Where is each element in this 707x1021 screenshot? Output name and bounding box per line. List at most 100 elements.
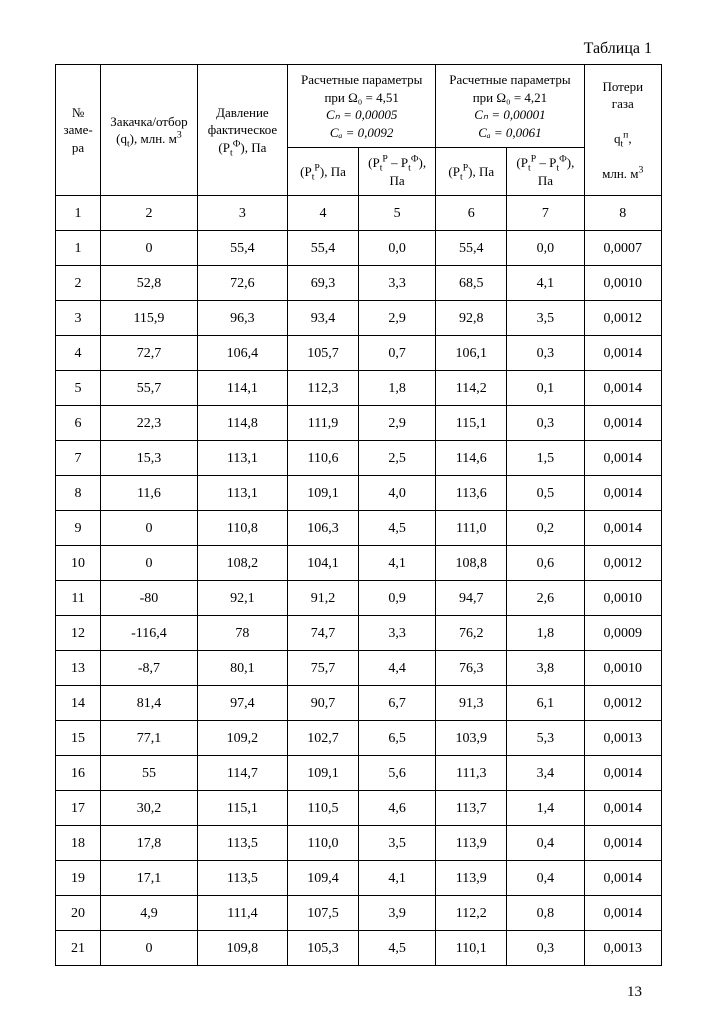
cell: 0,3 xyxy=(507,931,584,966)
table-row: 100108,2104,14,1108,80,60,0012 xyxy=(56,546,662,581)
cell: 114,7 xyxy=(197,756,287,791)
table-row: 210109,8105,34,5110,10,30,0013 xyxy=(56,931,662,966)
cell: 55,4 xyxy=(288,231,359,266)
cell: 55,4 xyxy=(436,231,507,266)
cell: 0,6 xyxy=(507,546,584,581)
cell: 12 xyxy=(56,616,101,651)
cell: 111,4 xyxy=(197,896,287,931)
cell: 52,8 xyxy=(101,266,198,301)
sub-diff-1: (PtР – PtФ),Па xyxy=(358,148,435,196)
cell: 113,5 xyxy=(197,861,287,896)
cell: 76,2 xyxy=(436,616,507,651)
cell: 1,8 xyxy=(507,616,584,651)
cell: 0,0014 xyxy=(584,336,661,371)
cell: 78 xyxy=(197,616,287,651)
cell: 0,0 xyxy=(358,231,435,266)
cell: 110,5 xyxy=(288,791,359,826)
cell: -80 xyxy=(101,581,198,616)
cell: 2,5 xyxy=(358,441,435,476)
cell: 0,0010 xyxy=(584,266,661,301)
cell: 106,3 xyxy=(288,511,359,546)
cell: 0,0014 xyxy=(584,896,661,931)
cell: 110,0 xyxy=(288,826,359,861)
table-row: 12345678 xyxy=(56,196,662,231)
table-row: 12-116,47874,73,376,21,80,0009 xyxy=(56,616,662,651)
cell: 6 xyxy=(56,406,101,441)
table-row: 90110,8106,34,5111,00,20,0014 xyxy=(56,511,662,546)
cell: 3,3 xyxy=(358,266,435,301)
table-caption: Таблица 1 xyxy=(55,40,662,58)
cell: 1 xyxy=(56,196,101,231)
cell: 75,7 xyxy=(288,651,359,686)
cell: 3 xyxy=(197,196,287,231)
cell: 4,5 xyxy=(358,511,435,546)
cell: 3,9 xyxy=(358,896,435,931)
cell: 0 xyxy=(101,546,198,581)
cell: 113,1 xyxy=(197,476,287,511)
cell: 7 xyxy=(507,196,584,231)
cell: 0 xyxy=(101,511,198,546)
cell: 109,1 xyxy=(288,756,359,791)
cell: 72,6 xyxy=(197,266,287,301)
cell: 3,5 xyxy=(358,826,435,861)
group451-ca: Cₐ = 0,0092 xyxy=(330,125,394,140)
cell: 109,8 xyxy=(197,931,287,966)
cell: -116,4 xyxy=(101,616,198,651)
cell: 0,0010 xyxy=(584,581,661,616)
cell: 17,1 xyxy=(101,861,198,896)
cell: 0,2 xyxy=(507,511,584,546)
cell: -8,7 xyxy=(101,651,198,686)
col-zamer: №заме-ра xyxy=(56,65,101,196)
cell: 115,1 xyxy=(197,791,287,826)
cell: 11 xyxy=(56,581,101,616)
cell: 4,4 xyxy=(358,651,435,686)
cell: 72,7 xyxy=(101,336,198,371)
cell: 0,5 xyxy=(507,476,584,511)
cell: 114,8 xyxy=(197,406,287,441)
cell: 11,6 xyxy=(101,476,198,511)
cell: 5,6 xyxy=(358,756,435,791)
table-row: 11-8092,191,20,994,72,60,0010 xyxy=(56,581,662,616)
cell: 21 xyxy=(56,931,101,966)
group451-cn: Cₙ = 0,00005 xyxy=(326,107,397,122)
group421-ca: Cₐ = 0,0061 xyxy=(478,125,542,140)
cell: 55,4 xyxy=(197,231,287,266)
cell: 81,4 xyxy=(101,686,198,721)
group451-title: Расчетные параметры при Ω₀ = 4,51 xyxy=(301,72,422,105)
cell: 96,3 xyxy=(197,301,287,336)
table-row: 1481,497,490,76,791,36,10,0012 xyxy=(56,686,662,721)
cell: 2,9 xyxy=(358,301,435,336)
cell: 9 xyxy=(56,511,101,546)
cell: 55,7 xyxy=(101,371,198,406)
table-row: 1055,455,40,055,40,00,0007 xyxy=(56,231,662,266)
cell: 4,5 xyxy=(358,931,435,966)
table-row: 1577,1109,2102,76,5103,95,30,0013 xyxy=(56,721,662,756)
cell: 110,8 xyxy=(197,511,287,546)
table-row: 622,3114,8111,92,9115,10,30,0014 xyxy=(56,406,662,441)
cell: 68,5 xyxy=(436,266,507,301)
cell: 3,8 xyxy=(507,651,584,686)
table-row: 472,7106,4105,70,7106,10,30,0014 xyxy=(56,336,662,371)
cell: 113,7 xyxy=(436,791,507,826)
cell: 15 xyxy=(56,721,101,756)
cell: 0,0007 xyxy=(584,231,661,266)
cell: 105,7 xyxy=(288,336,359,371)
cell: 114,6 xyxy=(436,441,507,476)
cell: 0,8 xyxy=(507,896,584,931)
cell: 97,4 xyxy=(197,686,287,721)
table-row: 1917,1113,5109,44,1113,90,40,0014 xyxy=(56,861,662,896)
cell: 108,8 xyxy=(436,546,507,581)
cell: 0,3 xyxy=(507,406,584,441)
cell: 0,0013 xyxy=(584,721,661,756)
cell: 20 xyxy=(56,896,101,931)
cell: 112,3 xyxy=(288,371,359,406)
cell: 106,1 xyxy=(436,336,507,371)
group421-title: Расчетные параметры при Ω₀ = 4,21 xyxy=(449,72,570,105)
cell: 8 xyxy=(56,476,101,511)
cell: 80,1 xyxy=(197,651,287,686)
cell: 0 xyxy=(101,931,198,966)
cell: 0,0014 xyxy=(584,371,661,406)
cell: 0,0014 xyxy=(584,756,661,791)
cell: 18 xyxy=(56,826,101,861)
cell: 55 xyxy=(101,756,198,791)
